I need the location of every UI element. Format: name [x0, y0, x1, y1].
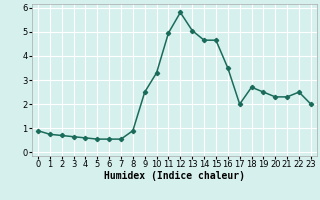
X-axis label: Humidex (Indice chaleur): Humidex (Indice chaleur) — [104, 171, 245, 181]
